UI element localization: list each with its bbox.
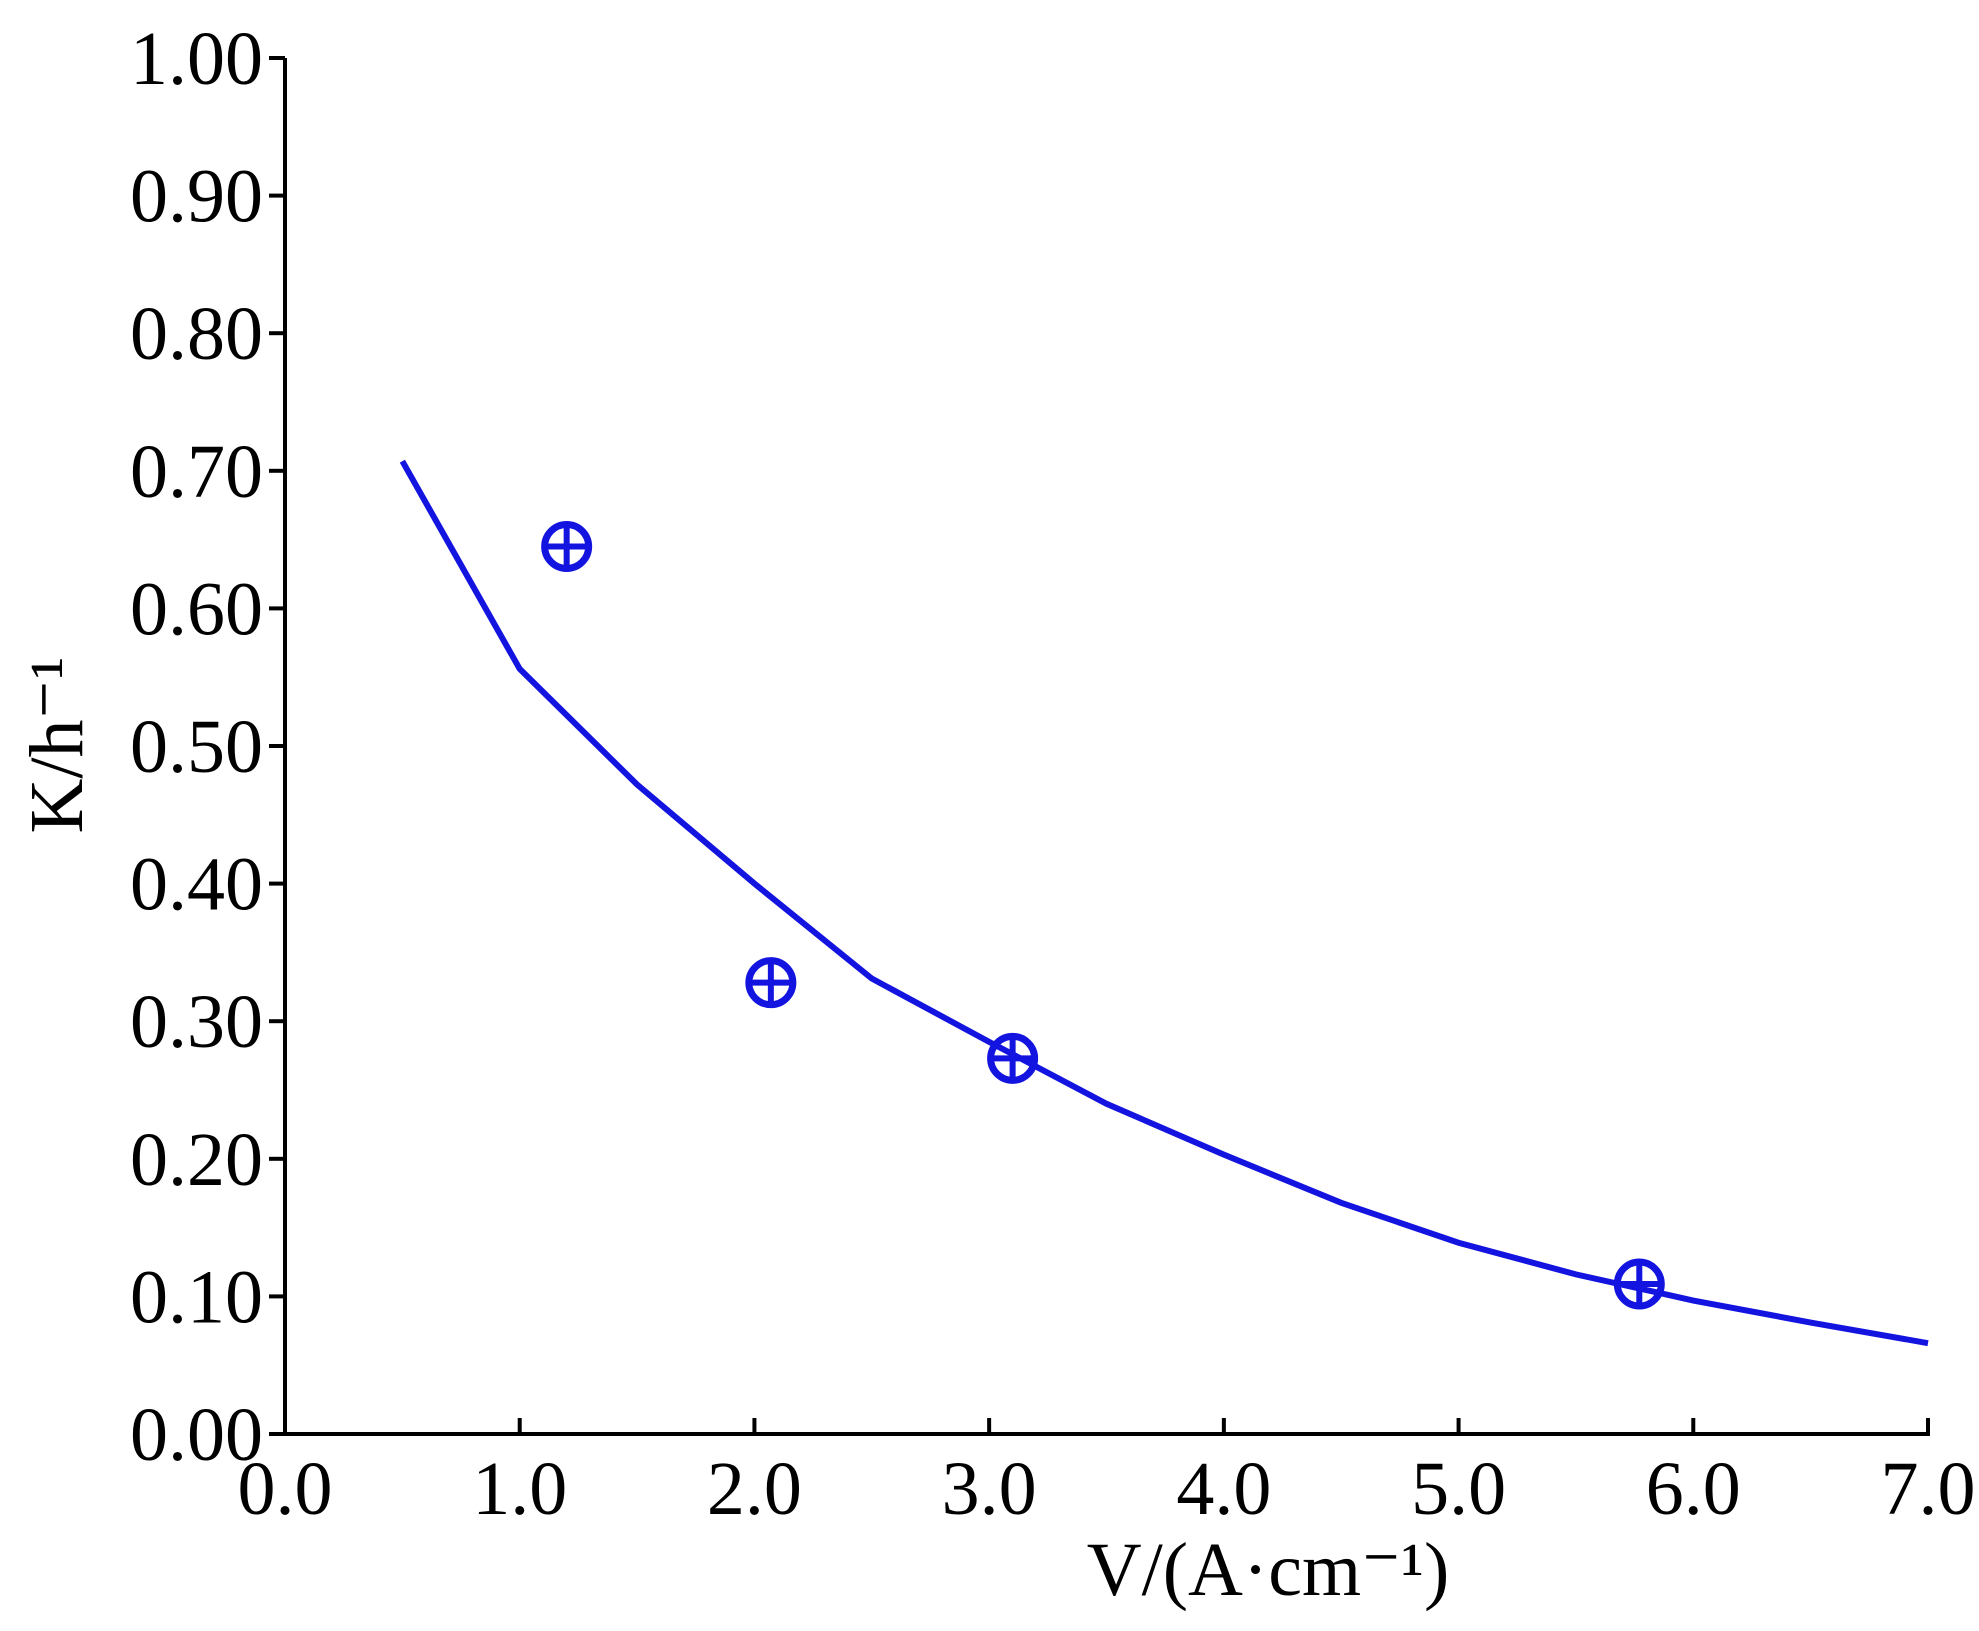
x-tick-label: 3.0 bbox=[942, 1447, 1037, 1531]
y-tick-label: 0.70 bbox=[130, 430, 263, 514]
y-axis-label: K/h⁻¹ bbox=[15, 657, 99, 834]
y-tick-label: 0.60 bbox=[130, 567, 263, 651]
x-tick-label: 4.0 bbox=[1176, 1447, 1271, 1531]
marker-cross bbox=[546, 526, 587, 567]
y-tick-label: 0.50 bbox=[130, 705, 263, 789]
y-tick-label: 0.10 bbox=[130, 1255, 263, 1339]
marker-cross bbox=[750, 962, 791, 1003]
x-axis-label: V/(A·cm⁻¹) bbox=[1087, 1528, 1450, 1612]
y-tick-label: 0.40 bbox=[130, 843, 263, 927]
x-tick-label: 5.0 bbox=[1411, 1447, 1506, 1531]
x-tick-label: 2.0 bbox=[707, 1447, 802, 1531]
data-point bbox=[745, 957, 797, 1009]
data-point bbox=[541, 520, 593, 572]
y-tick-label: 0.00 bbox=[130, 1393, 263, 1477]
x-tick-label: 0.0 bbox=[238, 1447, 333, 1531]
marker-ring bbox=[987, 1032, 1039, 1084]
y-tick-label: 0.80 bbox=[130, 292, 263, 376]
y-tick-label: 1.00 bbox=[130, 17, 263, 101]
x-tick-label: 6.0 bbox=[1646, 1447, 1741, 1531]
x-tick-label: 7.0 bbox=[1881, 1447, 1976, 1531]
y-tick-label: 0.20 bbox=[130, 1118, 263, 1202]
marker-ring bbox=[745, 957, 797, 1009]
y-tick-label: 0.90 bbox=[130, 155, 263, 239]
fit-line bbox=[399, 459, 1929, 1347]
y-tick-label: 0.30 bbox=[130, 980, 263, 1064]
marker-ring bbox=[541, 520, 593, 572]
x-tick-label: 1.0 bbox=[472, 1447, 567, 1531]
